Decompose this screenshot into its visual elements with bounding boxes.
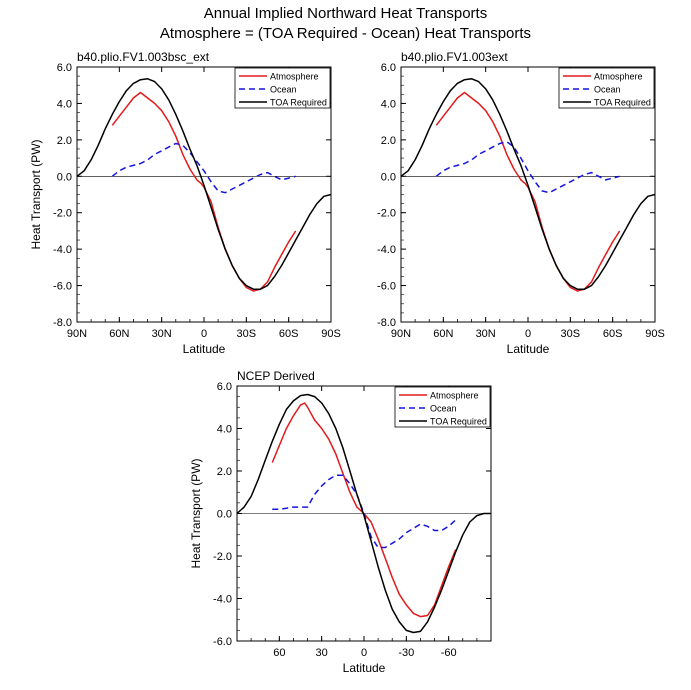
panel-title: NCEP Derived <box>237 369 315 383</box>
series-line-toa-required <box>76 78 332 290</box>
y-axis-title: Heat Transport (PW) <box>29 139 43 249</box>
x-tick-label: 30S <box>561 328 581 340</box>
legend-label: Atmosphere <box>594 72 643 82</box>
y-tick-label: -4.0 <box>53 244 72 256</box>
series-line-atmosphere <box>111 91 297 292</box>
x-tick-label: 30 <box>316 647 328 659</box>
legend-label: Atmosphere <box>430 391 479 401</box>
series-line-ocean <box>111 142 296 194</box>
y-tick-label: 4.0 <box>57 98 72 110</box>
legend-label: Atmosphere <box>270 72 319 82</box>
legend-label: Ocean <box>594 85 621 95</box>
y-tick-label: 0.0 <box>217 509 232 521</box>
x-tick-label: 30N <box>476 328 496 340</box>
chart-1: 90N 60N 30N 0 30S 60S 90S -8.0 -6.0 -4.0 -2.0 0.0 2.… <box>29 50 341 356</box>
y-tick-label: -2.0 <box>377 208 396 220</box>
x-tick-label: 60N <box>433 328 453 340</box>
x-axis-title: Latitude <box>507 342 550 356</box>
y-tick-label: 2.0 <box>57 135 72 147</box>
y-tick-label: 6.0 <box>381 62 396 74</box>
y-tick-label: -6.0 <box>53 281 72 293</box>
legend-label: TOA Required <box>594 98 651 108</box>
x-tick-label: 60S <box>603 328 623 340</box>
series-line-atmosphere <box>435 91 621 292</box>
y-tick-label: -2.0 <box>213 551 232 563</box>
x-tick-label: 30S <box>237 328 257 340</box>
y-tick-label: -4.0 <box>213 594 232 606</box>
legend: Atmosphere Ocean TOA Required <box>234 67 331 109</box>
x-tick-label: 90S <box>321 328 341 340</box>
x-tick-label: 90N <box>67 328 87 340</box>
legend-label: Ocean <box>270 85 297 95</box>
series-line-toa-required <box>236 393 491 634</box>
x-tick-label: 60S <box>279 328 299 340</box>
x-tick-label: 60 <box>273 647 285 659</box>
y-tick-label: 4.0 <box>381 98 396 110</box>
y-tick-label: 2.0 <box>217 466 232 478</box>
legend-label: Ocean <box>430 404 457 414</box>
figure-title: Annual Implied Northward Heat Transports <box>203 5 488 22</box>
y-tick-label: -6.0 <box>377 281 396 293</box>
y-tick-label: 6.0 <box>57 62 72 74</box>
legend: Atmosphere Ocean TOA Required <box>558 67 655 109</box>
y-tick-label: -8.0 <box>53 317 72 329</box>
panel-title: b40.plio.FV1.003ext <box>401 50 508 64</box>
x-tick-label: 90S <box>645 328 665 340</box>
chart-2: 90N 60N 30N 0 30S 60S 90S -8.0 -6.0 -4.0 -2.0 0.0 2.… <box>377 50 665 356</box>
x-tick-label: -60 <box>441 647 457 659</box>
y-tick-label: -6.0 <box>213 636 232 648</box>
series-line-ocean <box>272 474 457 549</box>
y-tick-label: -2.0 <box>53 208 72 220</box>
x-tick-label: -30 <box>398 647 414 659</box>
legend-label: TOA Required <box>430 417 487 427</box>
y-tick-label: 2.0 <box>381 135 396 147</box>
y-tick-label: 0.0 <box>57 171 72 183</box>
y-tick-label: -4.0 <box>377 244 396 256</box>
x-tick-label: 90N <box>391 328 411 340</box>
series-line-ocean <box>435 140 620 194</box>
y-axis-title: Heat Transport (PW) <box>189 458 203 568</box>
x-axis-title: Latitude <box>343 661 386 675</box>
x-tick-label: 30N <box>152 328 172 340</box>
x-tick-label: 0 <box>201 328 207 340</box>
x-tick-label: 0 <box>361 647 367 659</box>
y-tick-label: 4.0 <box>217 424 232 436</box>
x-tick-label: 60N <box>109 328 129 340</box>
legend-label: TOA Required <box>270 98 327 108</box>
y-tick-label: 0.0 <box>381 171 396 183</box>
chart-3: 60 30 0 -30 -60 -6.0 -4.0 -2.0 0.0 2.0 4.0 6.0 Latit… <box>189 369 492 675</box>
legend: Atmosphere Ocean TOA Required <box>394 386 491 428</box>
series-line-atmosphere <box>271 402 457 618</box>
panel-title: b40.plio.FV1.003bsc_ext <box>77 50 210 64</box>
series-line-toa-required <box>400 78 656 290</box>
figure-subtitle: Atmosphere = (TOA Required - Ocean) Heat… <box>159 25 532 42</box>
y-tick-label: -8.0 <box>377 317 396 329</box>
y-tick-label: 6.0 <box>217 381 232 393</box>
x-tick-label: 0 <box>525 328 531 340</box>
x-axis-title: Latitude <box>183 342 226 356</box>
